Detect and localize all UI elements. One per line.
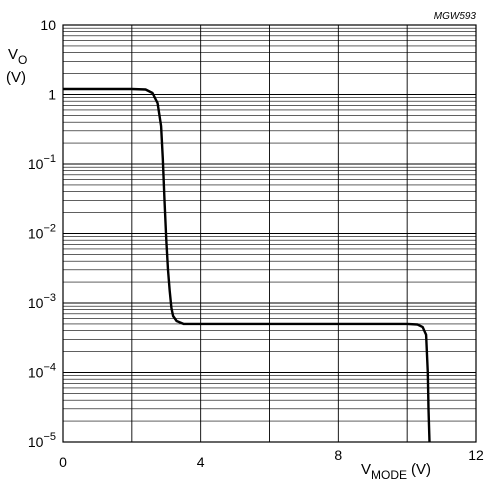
x-label-main: V [361,461,371,478]
plot-frame [62,24,477,443]
y-axis-label: VO (V) [6,46,27,86]
y-tick-label: 10−2 [28,223,56,242]
vo-curve [63,87,431,443]
y-label-main: V [8,46,18,63]
x-tick-label: 4 [197,454,205,470]
y-tick-label: 10−5 [28,431,56,450]
figure-reference: MGW593 [434,11,477,22]
x-tick-label: 12 [468,447,484,463]
y-tick-label: 10−4 [28,362,56,381]
svg-text:VO: VO [8,46,27,67]
x-label-sub: MODE [371,468,407,482]
x-axis-label: VMODE (V) [361,461,431,482]
grid-lines [63,25,476,443]
svg-text:VMODE(V): VMODE (V) [361,461,431,482]
x-tick-label: 8 [334,447,342,463]
y-tick-label: 10 [40,17,56,33]
x-label-unit: (V) [411,461,431,478]
y-label-sub: O [18,53,27,67]
y-tick-label: 10−1 [28,153,56,172]
x-tick-label: 0 [59,454,67,470]
y-label-unit: (V) [6,69,26,86]
y-tick-labels: 10−5 10−4 10−3 10−2 10−1 1 10 [28,17,56,450]
y-tick-label: 10−3 [28,292,56,311]
x-tick-labels: 0 4 8 12 [59,447,484,470]
y-tick-label: 1 [48,87,56,103]
